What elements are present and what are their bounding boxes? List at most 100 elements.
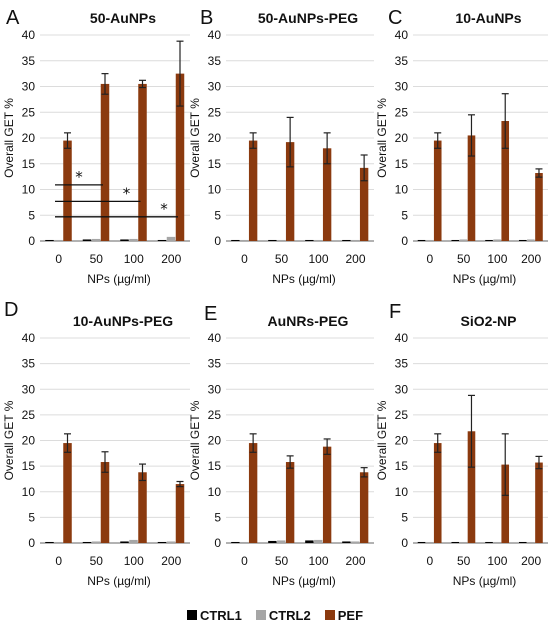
y-tick-label-c: 0: [401, 234, 408, 248]
panel-letter-a: A: [6, 7, 20, 29]
bar-f-pef-200: [535, 462, 543, 543]
bar-d-ctrl1-200: [157, 541, 167, 543]
bar-a-ctrl1-100: [120, 239, 129, 241]
bar-c-ctrl1-200: [518, 239, 527, 241]
y-tick-label-b: 5: [214, 208, 221, 222]
x-tick-label-a: 100: [124, 252, 144, 266]
legend-label-ctrl2: CTRL2: [268, 607, 311, 623]
bar-f-ctrl2-100: [493, 541, 501, 543]
x-axis-label-b: NPs (µg/ml): [272, 272, 336, 286]
bar-d-ctrl2-0: [54, 541, 63, 543]
y-tick-label-d: 25: [22, 408, 36, 422]
y-tick-label-c: 35: [395, 54, 409, 68]
x-tick-label-e: 100: [308, 554, 328, 568]
y-tick-label-a: 35: [22, 54, 36, 68]
bar-b-pef-100: [322, 148, 332, 241]
panel-letter-f: F: [389, 301, 401, 323]
bar-b-ctrl2-0: [240, 239, 249, 241]
y-tick-label-f: 0: [401, 536, 408, 550]
bar-f-pef-50: [467, 431, 476, 543]
panel-letter-b: B: [200, 7, 213, 29]
bar-e-ctrl2-200: [351, 541, 360, 543]
y-tick-label-a: 30: [22, 80, 36, 94]
bar-e-pef-200: [359, 472, 369, 543]
legend-swatch-ctrl2: [255, 610, 266, 620]
y-tick-label-d: 20: [22, 434, 36, 448]
bar-a-ctrl1-200: [157, 239, 167, 241]
bar-c-ctrl2-0: [425, 239, 434, 241]
y-axis-label-e: Overall GET %: [188, 400, 202, 480]
bar-e-pef-50: [285, 462, 295, 543]
x-axis-label-f: NPs (µg/ml): [453, 574, 517, 588]
bar-a-ctrl2-0: [54, 239, 63, 241]
x-tick-label-c: 50: [457, 252, 471, 266]
x-tick-label-f: 50: [457, 554, 471, 568]
x-tick-label-b: 100: [308, 252, 328, 266]
y-tick-label-b: 40: [208, 28, 222, 42]
legend-label-ctrl1: CTRL1: [199, 607, 242, 623]
x-tick-label-c: 100: [487, 252, 507, 266]
bar-e-pef-0: [248, 443, 258, 543]
y-tick-label-f: 20: [395, 434, 409, 448]
bar-d-pef-100: [138, 472, 147, 543]
x-axis-label-d: NPs (µg/ml): [87, 574, 151, 588]
legend-swatch-pef: [324, 610, 335, 620]
bar-e-ctrl1-0: [231, 541, 240, 543]
y-tick-label-d: 35: [22, 357, 36, 371]
legend-item-ctrl1: CTRL1: [186, 607, 242, 623]
significance-star-a: *: [123, 184, 131, 202]
x-tick-label-d: 100: [124, 554, 144, 568]
bar-c-pef-200: [535, 173, 543, 241]
bar-b-pef-200: [359, 167, 369, 241]
bar-e-ctrl2-100: [314, 539, 323, 543]
bar-a-ctrl2-200: [166, 236, 176, 241]
bar-a-pef-100: [138, 83, 147, 241]
bar-e-ctrl2-0: [240, 541, 249, 543]
y-tick-label-e: 15: [208, 459, 222, 473]
x-tick-label-e: 200: [345, 554, 365, 568]
y-tick-label-b: 30: [208, 80, 222, 94]
bar-d-pef-50: [100, 462, 110, 543]
y-tick-label-c: 15: [395, 157, 409, 171]
panel-title-d: 10-AuNPs-PEG: [73, 313, 173, 329]
y-tick-label-e: 40: [208, 331, 222, 345]
bar-a-ctrl2-100: [129, 238, 138, 241]
y-tick-label-c: 10: [395, 183, 409, 197]
y-axis-label-b: Overall GET %: [188, 98, 202, 178]
y-tick-label-d: 40: [22, 331, 36, 345]
bar-f-ctrl2-0: [425, 541, 434, 543]
y-tick-label-d: 10: [22, 485, 36, 499]
bar-f-ctrl1-200: [518, 541, 527, 543]
panel-letter-c: C: [388, 7, 402, 29]
panel-title-a: 50-AuNPs: [90, 10, 156, 26]
bar-b-ctrl2-200: [351, 239, 360, 241]
y-tick-label-b: 35: [208, 54, 222, 68]
y-tick-label-f: 30: [395, 382, 409, 396]
x-tick-label-a: 50: [90, 252, 104, 266]
bar-b-ctrl2-50: [277, 239, 286, 241]
x-axis-label-c: NPs (µg/ml): [453, 272, 517, 286]
y-tick-label-d: 15: [22, 459, 36, 473]
x-tick-label-b: 0: [241, 252, 248, 266]
y-tick-label-b: 10: [208, 183, 222, 197]
x-tick-label-c: 0: [427, 252, 434, 266]
x-tick-label-a: 200: [161, 252, 181, 266]
bar-e-ctrl2-50: [277, 540, 286, 543]
x-tick-label-b: 50: [275, 252, 289, 266]
y-tick-label-e: 5: [214, 510, 221, 524]
bar-b-ctrl2-100: [314, 239, 323, 241]
bar-f-ctrl2-200: [527, 541, 535, 543]
y-tick-label-c: 20: [395, 131, 409, 145]
y-tick-label-c: 40: [395, 28, 409, 42]
bar-c-pef-0: [433, 140, 442, 241]
panel-title-f: SiO2-NP: [460, 313, 516, 329]
y-tick-label-b: 15: [208, 157, 222, 171]
bar-f-ctrl1-50: [451, 541, 460, 543]
bar-b-ctrl1-200: [342, 239, 351, 241]
bar-b-ctrl1-0: [231, 239, 240, 241]
y-tick-label-f: 40: [395, 331, 409, 345]
y-tick-label-b: 25: [208, 105, 222, 119]
bar-e-pef-100: [322, 446, 332, 543]
y-axis-label-a: Overall GET %: [2, 98, 16, 178]
bar-f-ctrl1-100: [485, 541, 493, 543]
